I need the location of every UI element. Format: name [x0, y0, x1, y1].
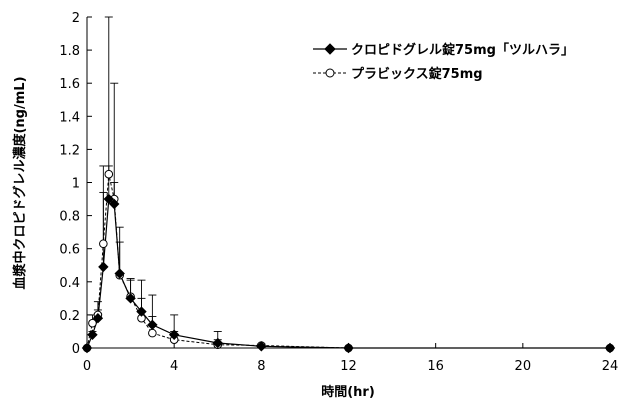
y-tick-label: 0.2: [59, 309, 80, 324]
data-point-series-2: [104, 169, 114, 179]
legend-label-series-1: クロピドグレル錠75mg「ツルハラ」: [351, 42, 574, 58]
x-axis-ticks: 0 4 8 12 16 20 24: [83, 343, 618, 374]
data-point-series-2: [148, 328, 157, 338]
axes: [86, 17, 610, 349]
data-point-series-1: [343, 342, 354, 354]
y-tick-label: 1: [72, 177, 80, 192]
data-point-series-1: [87, 329, 98, 340]
data-point-series-1: [125, 293, 136, 304]
series-line-2: [86, 174, 610, 349]
y-tick-label: 1.8: [59, 44, 80, 59]
y-tick-label: 2: [72, 11, 80, 26]
y-axis-ticks: 0 0.2 0.4 0.6 0.8 1 1.2 1.4 1.6 1.8 2: [59, 11, 92, 357]
data-point-series-1: [98, 261, 109, 273]
legend: クロピドグレル錠75mg「ツルハラ」 プラビックス錠75mg: [313, 42, 574, 82]
data-point-series-1: [256, 341, 267, 352]
x-tick-label: 4: [170, 359, 178, 374]
y-tick-label: 0.6: [59, 243, 80, 258]
x-tick-label: 8: [257, 359, 265, 374]
data-point-series-1: [147, 319, 158, 331]
data-point-series-1: [212, 337, 223, 349]
x-tick-label: 16: [427, 359, 444, 374]
y-tick-label: 1.2: [59, 143, 80, 158]
x-axis-title: 時間(hr): [321, 384, 375, 400]
series-line-1: [86, 197, 610, 349]
y-tick-label: 1.4: [59, 110, 80, 125]
data-point-series-1: [81, 342, 93, 354]
x-tick-label: 12: [340, 359, 357, 374]
data-point-series-2: [99, 239, 108, 249]
data-point-series-1: [136, 306, 147, 317]
data-point-series-2: [88, 318, 97, 328]
data-point-series-1: [604, 342, 616, 354]
error-bars: [88, 16, 266, 347]
series-markers: [81, 169, 616, 354]
data-point-series-1: [109, 198, 120, 210]
legend-marker-series-2: [325, 68, 335, 78]
y-axis-title: 血漿中クロピドグレル濃度(ng/mL): [12, 76, 28, 289]
y-tick-label: 0.4: [59, 276, 80, 291]
legend-marker-series-1: [324, 43, 336, 55]
data-point-series-1: [114, 268, 125, 279]
data-point-series-1: [103, 193, 114, 205]
data-point-series-1: [168, 329, 180, 340]
x-tick-label: 0: [83, 359, 91, 374]
y-tick-label: 0: [72, 342, 80, 357]
y-tick-label: 0.8: [59, 210, 80, 225]
data-point-series-1: [92, 313, 104, 324]
legend-label-series-2: プラビックス錠75mg: [351, 66, 483, 82]
x-tick-label: 24: [602, 359, 619, 374]
series-lines: [86, 174, 610, 349]
x-tick-label: 20: [515, 359, 532, 374]
y-tick-label: 1.6: [59, 77, 80, 92]
